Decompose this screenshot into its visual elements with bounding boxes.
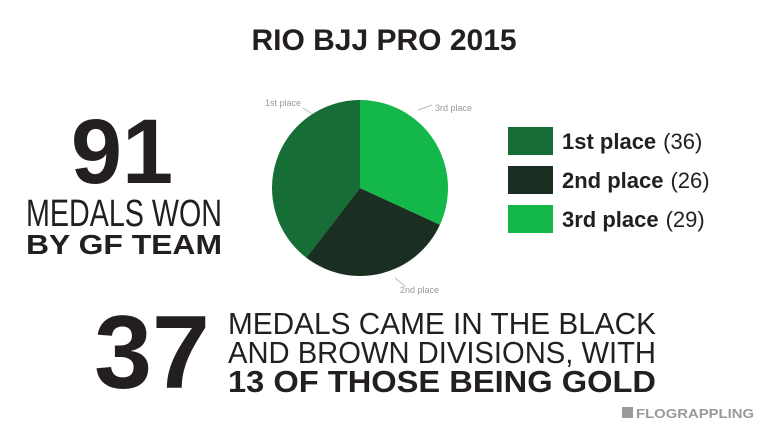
- legend-label: 3rd place: [562, 207, 659, 232]
- stat-number: 91: [71, 101, 173, 203]
- pie-slice: [272, 100, 360, 258]
- legend-label: 1st place: [562, 129, 656, 154]
- legend-swatch: [508, 127, 553, 155]
- stat-line: MEDALS WON: [26, 193, 222, 235]
- logo-icon: [622, 407, 633, 418]
- value-label: (26): [670, 168, 709, 193]
- leader-line: [417, 104, 433, 111]
- logo: FLOGRAPPLING: [636, 406, 754, 421]
- leader-line: [394, 277, 406, 287]
- stat-line: BY GF TEAM: [26, 229, 222, 260]
- pie-slice: [306, 188, 440, 277]
- legend-label: 2nd place: [562, 168, 663, 193]
- slice-label: 1st place: [265, 98, 301, 108]
- stat-number: 37: [94, 295, 210, 411]
- pie-slice: [360, 100, 449, 225]
- slice-label: 2nd place: [400, 285, 439, 295]
- pie: 1st place 2nd place 3rd place: [265, 98, 472, 295]
- stat-line: AND BROWN DIVISIONS, WITH: [228, 335, 656, 370]
- legend-entry: 3rd place (29): [562, 207, 705, 232]
- value-label: (36): [663, 129, 702, 154]
- stat-line: 13 OF THOSE BEING GOLD: [228, 364, 656, 399]
- title: RIO BJJ PRO 2015: [251, 24, 516, 57]
- stat-line: MEDALS CAME IN THE BLACK: [228, 306, 656, 341]
- slice-label: 3rd place: [435, 103, 472, 113]
- value-label: (29): [666, 207, 705, 232]
- legend: 1st place (36)2nd place (26) 3rd place (29): [508, 127, 710, 233]
- legend-swatch: [508, 166, 553, 194]
- legend-entry: 1st place (36): [562, 129, 702, 154]
- legend-swatch: [508, 205, 553, 233]
- legend-entry: 2nd place (26): [562, 168, 710, 193]
